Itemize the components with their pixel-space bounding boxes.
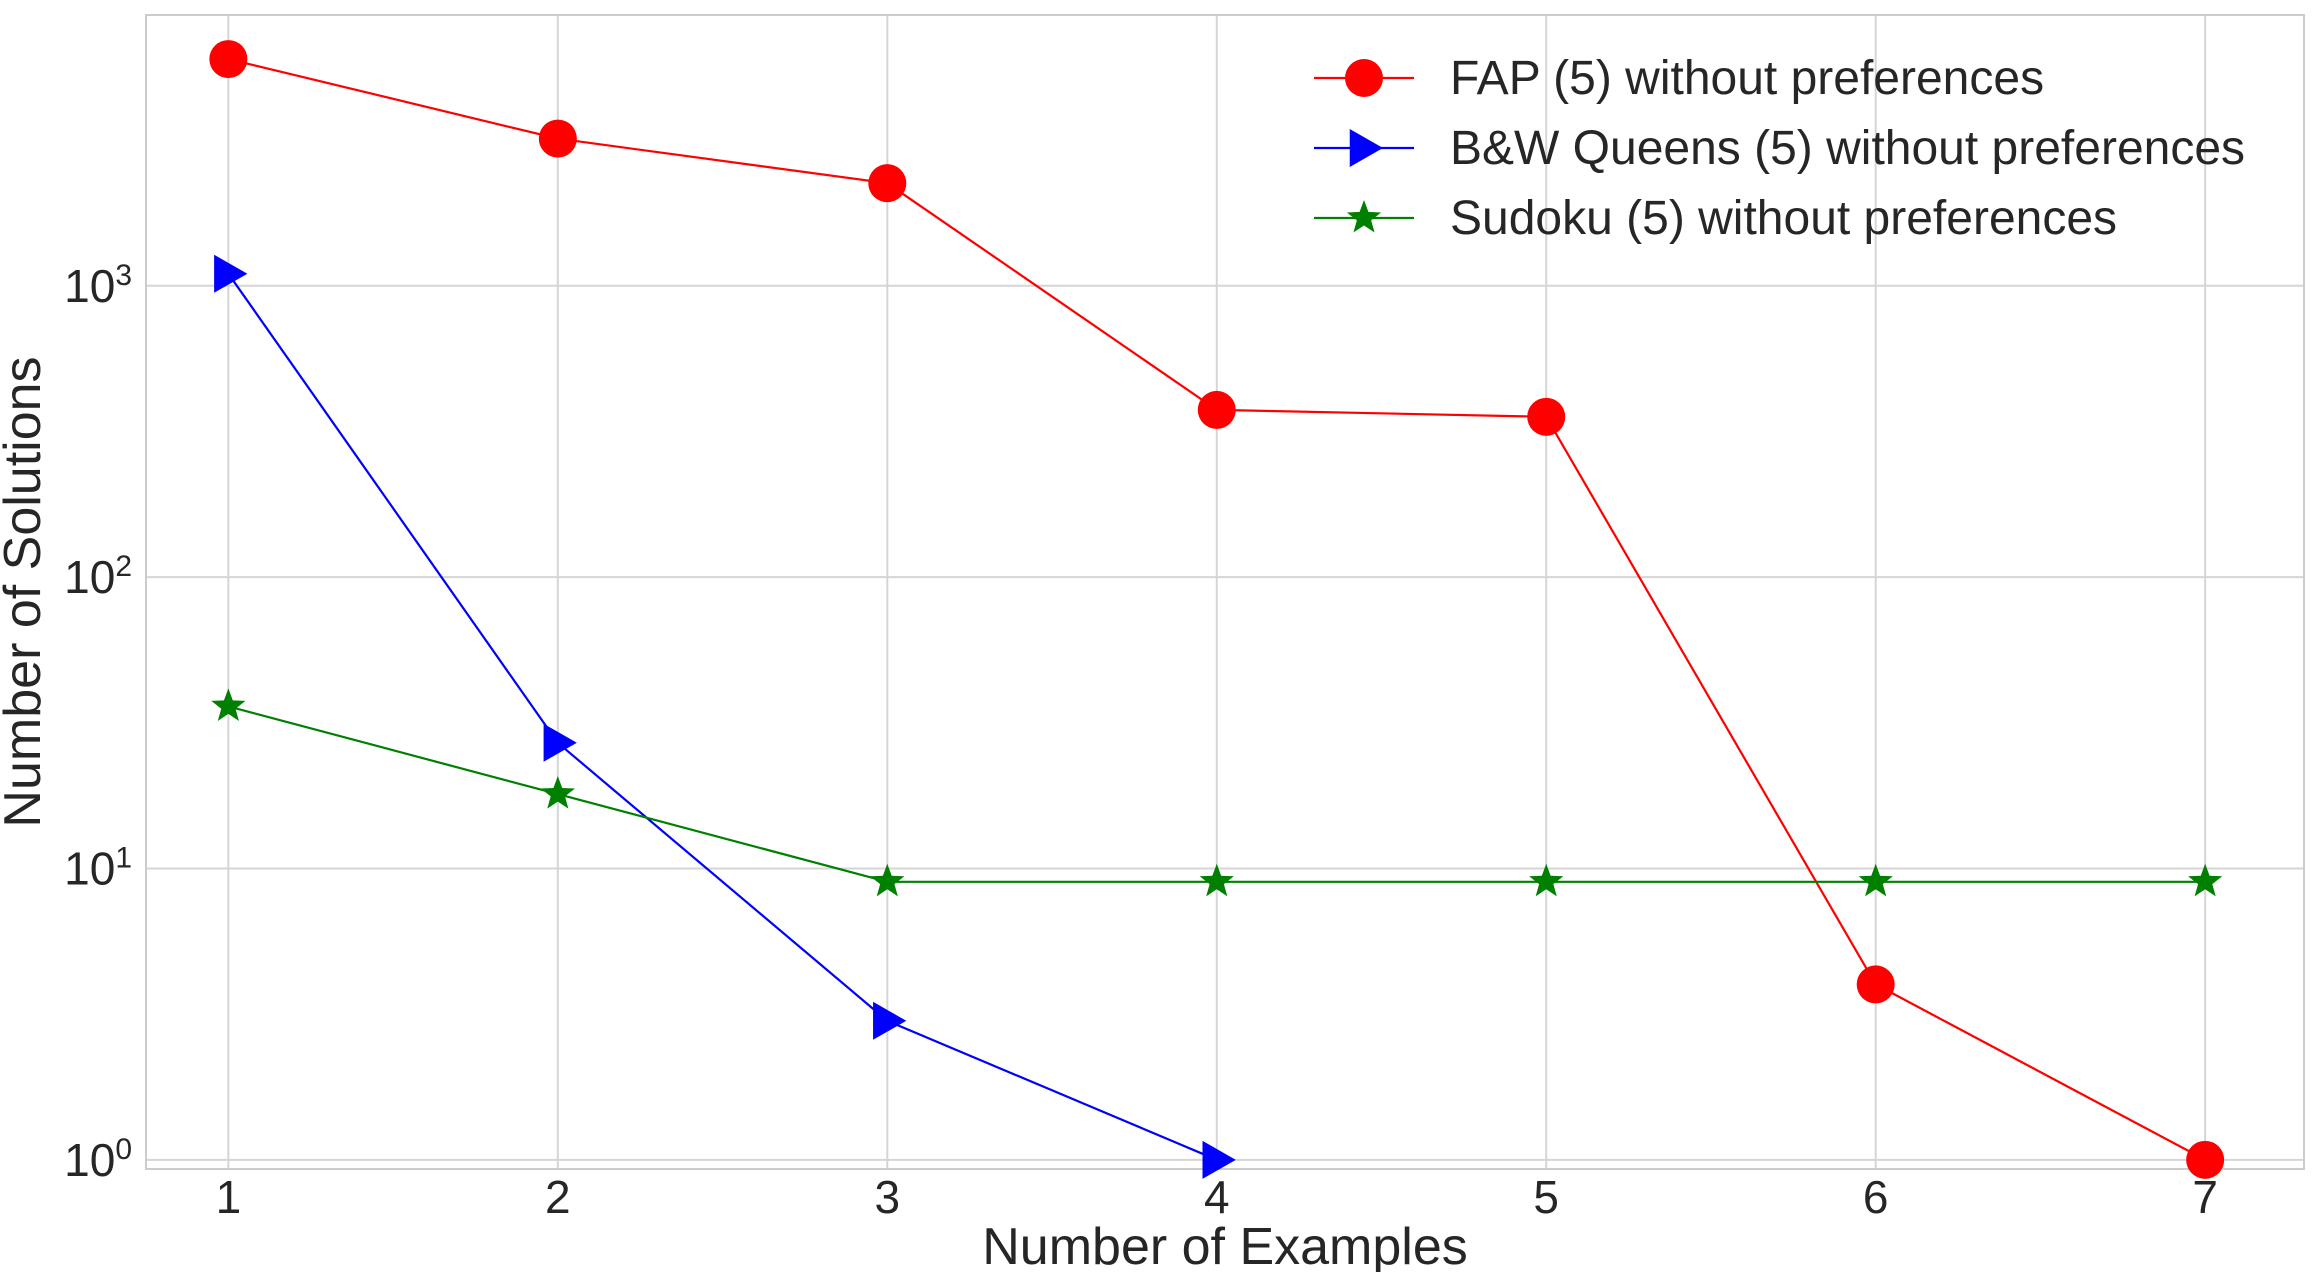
data-point <box>1527 397 1566 436</box>
series-triangle-right <box>214 254 1236 1179</box>
legend: FAP (5) without preferences B&W Queens (5… <box>1314 52 2245 245</box>
legend-label: FAP (5) without preferences <box>1450 52 2044 105</box>
series-circle <box>209 40 2225 1179</box>
data-point <box>1197 390 1236 429</box>
data-point <box>211 688 246 721</box>
tick-labels: 1 2 3 4 5 6 7 100 101 102 103 <box>64 259 2218 1223</box>
x-tick-label: 7 <box>2192 1171 2218 1223</box>
data-point <box>1858 863 1893 897</box>
y-tick-label: 102 <box>64 550 132 603</box>
x-tick-label: 4 <box>1204 1171 1230 1223</box>
data-point <box>209 40 248 79</box>
y-tick-label: 101 <box>64 841 132 894</box>
data-point <box>2186 1140 2225 1179</box>
x-tick-label: 5 <box>1533 1171 1559 1223</box>
legend-item: Sudoku (5) without preferences <box>1314 192 2117 245</box>
legend-label: Sudoku (5) without preferences <box>1450 192 2117 245</box>
x-tick-label: 3 <box>875 1171 901 1223</box>
series-layer <box>209 40 2225 1179</box>
data-point <box>873 1001 907 1040</box>
y-tick-label: 100 <box>64 1133 132 1186</box>
series-star <box>211 688 2223 897</box>
x-tick-label: 6 <box>1863 1171 1889 1223</box>
legend-marker <box>1346 200 1382 233</box>
data-point <box>214 254 248 293</box>
data-point <box>870 863 905 897</box>
data-point <box>868 164 907 203</box>
data-point <box>1856 965 1895 1004</box>
legend-marker <box>1349 129 1383 167</box>
legend-item: FAP (5) without preferences <box>1314 52 2044 105</box>
data-point <box>1529 863 1564 897</box>
data-point <box>1202 1140 1236 1179</box>
y-axis-title: Number of Solutions <box>0 356 52 827</box>
grid <box>146 15 2304 1169</box>
legend-label: B&W Queens (5) without preferences <box>1450 122 2245 175</box>
series-line <box>227 273 1218 1161</box>
data-point <box>543 723 577 762</box>
legend-item: B&W Queens (5) without preferences <box>1314 122 2245 175</box>
x-axis-title: Number of Examples <box>982 1218 1468 1272</box>
data-point <box>538 119 577 158</box>
data-point <box>540 776 575 809</box>
plot-frame <box>145 14 2305 1170</box>
y-tick-label: 103 <box>64 259 132 312</box>
x-tick-label: 1 <box>216 1171 242 1223</box>
legend-marker <box>1345 59 1383 97</box>
x-tick-label: 2 <box>545 1171 571 1223</box>
data-point <box>1199 863 1234 897</box>
data-point <box>2188 863 2223 897</box>
